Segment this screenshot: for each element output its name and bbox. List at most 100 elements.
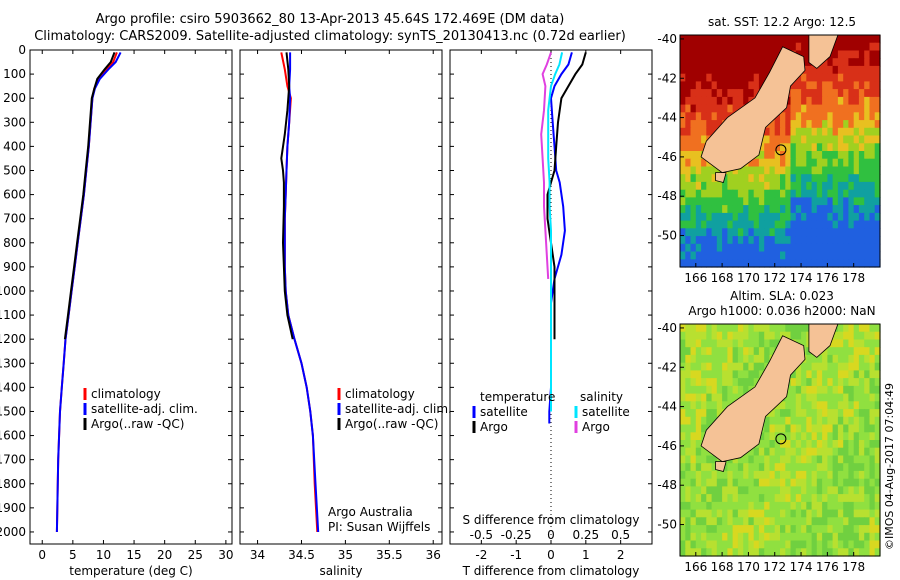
sst-map-cell [748,81,755,90]
sst-map-cell [685,220,692,229]
sst-map-cell [690,96,697,106]
sst-map-cell [748,73,755,82]
sla-map-cell [822,470,828,480]
sst-map-cell [785,251,792,260]
sla-map-cell [774,416,781,426]
sst-map-cell [864,259,871,268]
sst-map-cell [858,143,865,152]
sla-map-cell [827,532,834,542]
sst-map-cell [785,174,792,183]
sst-map-cell [848,197,855,206]
sst-map-cell [769,236,776,245]
sst-map-cell [848,127,855,137]
sst-map-cell [737,89,744,98]
sla-map-cell [795,532,802,542]
sst-map-cell [822,81,828,90]
sla-map-cell [874,447,881,456]
sst-map-cell [848,220,855,229]
sla-map-cell [727,347,734,356]
sla-map-cell [822,393,828,402]
sla-map-cell [780,416,786,426]
sst-map-cell [680,120,686,129]
sla-map-cell [680,447,686,456]
sst-map-cell [858,251,865,260]
sla-map-cell [801,470,807,480]
sla-map-cell [758,347,765,356]
sla-map-cell [701,494,707,503]
sst-map-cell [874,205,881,214]
sst-map-cell [806,251,813,260]
sla-map-cell [843,378,850,387]
sst-map-cell [848,236,855,245]
sst-map-cell [716,197,723,206]
sst-map-cell [727,243,734,253]
sla-map-cell [695,331,702,340]
south-island-land [700,335,806,463]
sla-map-cell [832,548,839,557]
sst-map-cell [706,81,713,90]
sst-map-cell [769,197,776,206]
sla-map-cell [695,486,702,495]
sst-map-cell [869,236,876,245]
sla-map-cell [695,470,702,480]
sst-map-cell [758,236,765,245]
sla-map-cell [685,393,692,402]
sst-map-cell [680,58,686,67]
sla-map-cell [695,494,702,503]
sst-map-cell [680,158,686,167]
sla-map-cell [727,525,734,534]
sst-map-cell [811,65,818,75]
sst-map-cell [753,158,760,167]
sla-map-cell [780,517,786,526]
sla-map-cell [848,378,855,387]
sla-map-cell [827,362,834,371]
sla-map-cell [795,393,802,402]
sst-map-cell [864,104,871,113]
sla-map-cell [701,362,707,371]
sst-map-cell [832,181,839,191]
sst-map-cell [832,197,839,206]
sst-map-cell [806,236,813,245]
sst-map-cell [874,96,881,106]
sst-map-cell [716,96,723,106]
sla-map-cell [848,416,855,426]
sst-map-cell [816,73,823,82]
sla-map-cell [811,440,818,449]
sst-map-cell [869,243,876,253]
sla-map-cell [680,331,686,340]
sla-map-cell [727,463,734,472]
sst-map-cell [685,166,692,175]
sst-map-cell [727,181,734,191]
sst-map-cell [837,220,844,229]
sst-map-cell [795,81,802,90]
sla-map-cell [795,370,802,379]
sla-map-cell [869,432,876,441]
sla-map-cell [843,494,850,503]
sst-map-cell [722,89,728,98]
sst-map-cell [853,89,860,98]
sla-map-cell [832,509,839,518]
sst-map-cell [801,251,807,260]
sst-map-cell [732,42,739,51]
sst-map-cell [748,228,755,237]
sla-map-cell [695,393,702,402]
sla-map-cell [716,509,723,518]
sla-map-cell [680,339,686,348]
sst-map-cell [769,42,776,51]
sst-map-cell [701,89,707,98]
sst-map-cell [711,81,718,90]
salinity-series-satellite-adj-clim- [283,52,320,533]
sst-map-cell [701,58,707,67]
sst-map-cell [795,181,802,191]
sla-map-cell [869,324,876,333]
sla-map-cell [743,370,750,379]
sst-map-cell [848,89,855,98]
sla-map-cell [843,339,850,348]
sla-map-cell [701,385,707,395]
sla-map-cell [822,525,828,534]
sla-map-cell [753,548,760,557]
sla-map-cell [864,354,871,364]
sst-map-cell [827,127,834,137]
sst-map-cell [743,50,750,59]
sla-map-cell [837,455,844,464]
